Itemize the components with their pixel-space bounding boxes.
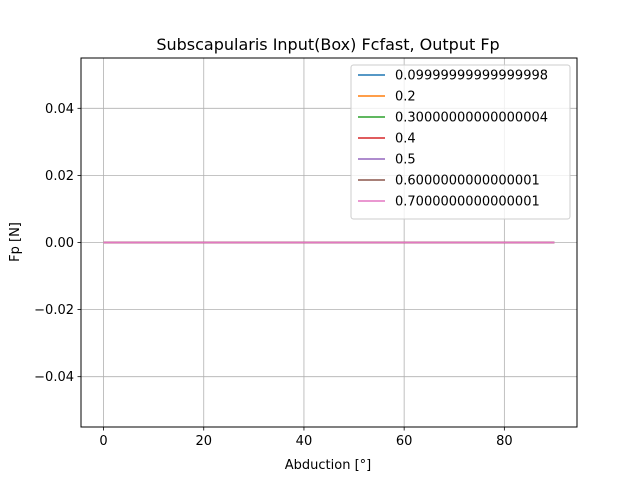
legend-box <box>350 64 571 220</box>
x-axis: 0 20 40 60 80 <box>99 427 513 449</box>
legend-label-3: 0.30000000000000004 <box>395 111 548 126</box>
legend-label-4: 0.4 <box>395 132 416 147</box>
y-axis-label: Fp [N] <box>8 222 23 262</box>
legend-label-1: 0.09999999999999998 <box>395 69 548 84</box>
x-tick-label: 0 <box>99 434 107 449</box>
y-tick-label: −0.04 <box>34 370 74 385</box>
x-tick-label: 20 <box>195 434 212 449</box>
y-tick-label: 0.04 <box>45 102 74 117</box>
legend-label-5: 0.5 <box>395 153 416 168</box>
y-tick-label: 0.00 <box>45 236 74 251</box>
x-tick-label: 80 <box>496 434 513 449</box>
y-axis: −0.04 −0.02 0.00 0.02 0.04 <box>34 102 81 385</box>
chart-title: Subscapularis Input(Box) Fcfast, Output … <box>156 35 499 54</box>
x-tick-label: 40 <box>296 434 313 449</box>
legend-label-7: 0.7000000000000001 <box>395 195 540 210</box>
y-tick-label: 0.02 <box>45 169 74 184</box>
x-tick-label: 60 <box>396 434 413 449</box>
x-axis-label: Abduction [°] <box>285 458 371 473</box>
y-tick-label: −0.02 <box>34 303 74 318</box>
legend-label-6: 0.6000000000000001 <box>395 174 540 189</box>
legend-label-2: 0.2 <box>395 90 416 105</box>
legend: 0.09999999999999998 0.2 0.3000000000000000… <box>350 64 571 220</box>
